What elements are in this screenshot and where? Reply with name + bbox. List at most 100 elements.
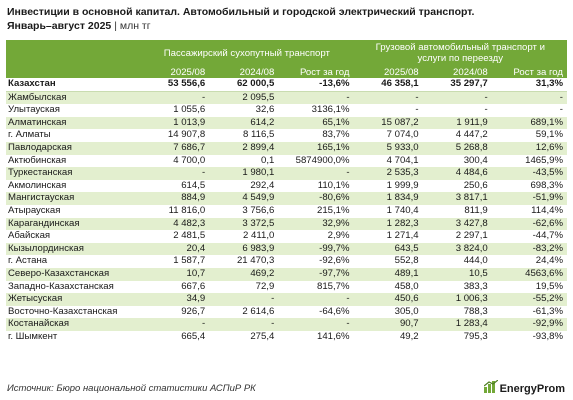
value-cell: - (278, 293, 354, 306)
value-cell: 141,6% (278, 330, 354, 344)
value-cell: 1 283,4 (422, 318, 492, 331)
value-cell: 114,4% (491, 204, 567, 218)
value-cell: 795,3 (422, 330, 492, 344)
header-region-blank (6, 40, 141, 65)
header: Инвестиции в основной капитал. Автомобил… (7, 5, 567, 33)
value-cell: - (353, 104, 423, 117)
value-cell: 62 000,5 (209, 78, 279, 92)
region-cell: Атырауская (6, 204, 141, 218)
subheader-blank (6, 65, 141, 78)
page-title: Инвестиции в основной капитал. Автомобил… (7, 6, 475, 18)
region-cell: Жамбылская (6, 91, 141, 105)
value-cell: 34,9 (140, 293, 210, 306)
group-header-freight-line1: Грузовой автомобильный транспорт и (375, 42, 545, 53)
value-cell: -80,6% (278, 192, 354, 205)
value-cell: 458,0 (353, 280, 423, 294)
value-cell: 83,7% (278, 129, 354, 142)
value-cell: - (140, 318, 210, 331)
value-cell: -92,9% (491, 318, 567, 331)
value-cell: 665,4 (140, 330, 210, 344)
region-cell: Кызылординская (6, 242, 141, 256)
region-cell: Северо-Казахстанская (6, 267, 141, 281)
table-row-total: Казахстан 53 556,6 62 000,5 -13,6% 46 358,1 3… (6, 78, 567, 92)
value-cell: 552,8 (353, 255, 423, 268)
page-subtitle: Январь–август 2025 | млн тг (7, 19, 567, 33)
value-cell: -61,3% (491, 305, 567, 319)
table-row: Абайская 2 481,5 2 411,0 2,9% 1 271,4 2 297,1… (6, 230, 567, 243)
region-cell: г. Астана (6, 255, 141, 268)
value-cell: 2 411,0 (209, 230, 279, 243)
group-header-freight: Грузовой автомобильный транспорт и услуг… (353, 40, 567, 65)
value-cell: 1465,9% (491, 154, 567, 168)
region-cell: Костанайская (6, 318, 141, 331)
value-cell: - (491, 104, 567, 117)
table-row: Акмолинская 614,5 292,4 110,1% 1 999,9 250,6 6… (6, 179, 567, 193)
value-cell: 489,1 (353, 267, 423, 281)
value-cell: 4 700,0 (140, 154, 210, 168)
table-row: г. Шымкент 665,4 275,4 141,6% 49,2 795,3 -93,8… (6, 330, 567, 344)
value-cell: 5 268,8 (422, 141, 492, 155)
value-cell: 614,2 (209, 116, 279, 130)
title-separator: | (114, 20, 117, 32)
value-cell: 53 556,6 (140, 78, 210, 92)
region-cell: Туркестанская (6, 167, 141, 180)
investment-table: Пассажирский сухопутный транспорт Грузов… (6, 40, 567, 344)
value-cell: 4 704,1 (353, 154, 423, 168)
table-row: Северо-Казахстанская 10,7 469,2 -97,7% 489,1… (6, 267, 567, 281)
table-row: Карагандинская 4 482,3 3 372,5 32,9% 1 282,3… (6, 217, 567, 231)
value-cell: 32,6 (209, 104, 279, 117)
value-cell: - (278, 91, 354, 105)
value-cell: - (491, 91, 567, 105)
value-cell: 3 756,6 (209, 204, 279, 218)
value-cell: 21 470,3 (209, 255, 279, 268)
value-cell: 14 907,8 (140, 129, 210, 142)
table-row: Туркестанская -1 980,1-2 535,3 4 484,6 -43,… (6, 167, 567, 180)
subheader-cell: 2024/08 (422, 65, 492, 78)
value-cell: 3 372,5 (209, 217, 279, 231)
period-label: Январь–август 2025 (7, 20, 112, 32)
table-row: Атырауская 11 816,0 3 756,6 215,1% 1 740,4 81… (6, 204, 567, 218)
value-cell: 469,2 (209, 267, 279, 281)
table-row: Кызылординская 20,4 6 983,9 -99,7% 643,5 3 82… (6, 242, 567, 256)
value-cell: -83,2% (491, 242, 567, 256)
value-cell: 1 271,4 (353, 230, 423, 243)
table-row: Жамбылская -2 095,5- - - - (6, 91, 567, 105)
value-cell: 4 549,9 (209, 192, 279, 205)
value-cell: 4 447,2 (422, 129, 492, 142)
region-cell: Мангистауская (6, 192, 141, 205)
value-cell: 788,3 (422, 305, 492, 319)
table-row: Мангистауская 884,9 4 549,9 -80,6% 1 834,9 3 … (6, 192, 567, 205)
value-cell: - (353, 91, 423, 105)
value-cell: 90,7 (353, 318, 423, 331)
table-row: Жетысуская 34,9- -450,6 1 006,3 -55,2% (6, 293, 567, 306)
value-cell: 5874900,0% (278, 154, 354, 168)
value-cell: 1 006,3 (422, 293, 492, 306)
unit-label: млн тг (119, 20, 151, 32)
subheader-cell: 2024/08 (209, 65, 279, 78)
value-cell: 643,5 (353, 242, 423, 256)
value-cell: 3 824,0 (422, 242, 492, 256)
subheader-cell: 2025/08 (353, 65, 423, 78)
subheader-cell: 2025/08 (140, 65, 210, 78)
value-cell: 10,7 (140, 267, 210, 281)
value-cell: 614,5 (140, 179, 210, 193)
value-cell: 698,3% (491, 179, 567, 193)
table-row: Павлодарская 7 686,7 2 899,4 165,1% 5 933,0 5… (6, 141, 567, 155)
region-cell: Алматинская (6, 116, 141, 130)
chart-bars-icon (483, 379, 498, 398)
value-cell: 1 055,6 (140, 104, 210, 117)
value-cell: 4 484,6 (422, 167, 492, 180)
subheader-row: 2025/08 2024/08 Рост за год 2025/08 2024… (6, 65, 567, 78)
region-cell: Восточно-Казахстанская (6, 305, 141, 319)
value-cell: 65,1% (278, 116, 354, 130)
value-cell: 59,1% (491, 129, 567, 142)
value-cell: 1 911,9 (422, 116, 492, 130)
source-note: Источник: Бюро национальной статистики А… (7, 383, 256, 394)
value-cell: 689,1% (491, 116, 567, 130)
value-cell: 5 933,0 (353, 141, 423, 155)
value-cell: - (422, 104, 492, 117)
value-cell: 2 899,4 (209, 141, 279, 155)
table-row: г. Алматы 14 907,8 8 116,5 83,7% 7 074,0 4 44… (6, 129, 567, 142)
table-row: Алматинская 1 013,9 614,2 65,1% 15 087,2 1 91… (6, 116, 567, 130)
value-cell: 1 740,4 (353, 204, 423, 218)
